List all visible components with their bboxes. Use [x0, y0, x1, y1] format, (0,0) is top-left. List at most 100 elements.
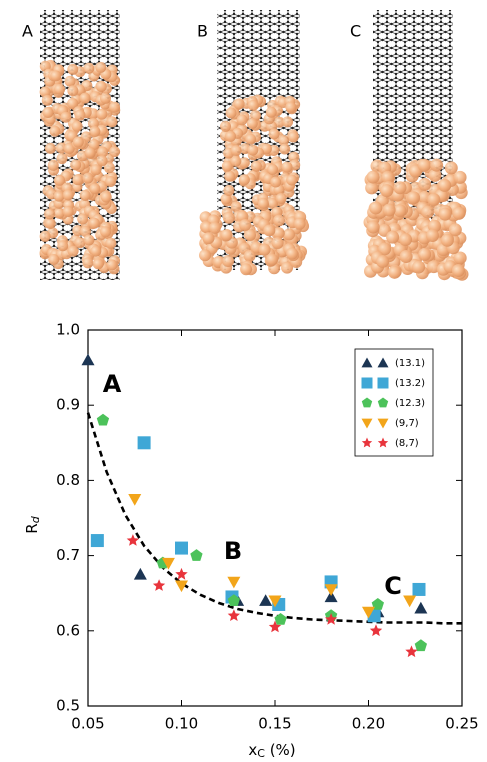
metal-atom: [279, 143, 291, 155]
metal-atom: [105, 176, 117, 188]
metal-atom: [74, 109, 86, 121]
metal-atom: [440, 233, 454, 247]
metal-atom: [266, 253, 279, 266]
y-tick-label: 1.0: [56, 321, 80, 339]
metal-atom: [273, 214, 286, 227]
data-point: [137, 436, 151, 450]
y-tick-label: 0.6: [56, 621, 80, 639]
nanotube-panels: A B C: [22, 10, 469, 281]
metal-atom: [220, 193, 232, 205]
metal-atom: [83, 62, 95, 74]
metal-atom: [365, 181, 379, 195]
metal-atom: [425, 228, 439, 242]
data-point: [371, 598, 384, 610]
metal-atom: [39, 86, 51, 98]
metal-atom: [247, 144, 259, 156]
metal-atom: [44, 208, 56, 220]
metal-atom: [67, 63, 79, 75]
data-point: [161, 557, 175, 570]
metal-atom: [55, 142, 67, 154]
data-point: [175, 541, 188, 555]
metal-atom: [105, 237, 117, 249]
x-axis-label-part: (%): [265, 741, 296, 759]
y-tick-label: 0.5: [56, 697, 80, 715]
data-point: [190, 549, 203, 561]
x-tick-label: 0.15: [258, 715, 291, 733]
metal-atom: [239, 219, 252, 232]
metal-atom: [366, 170, 380, 184]
legend-marker: [361, 377, 373, 389]
metal-atom: [282, 116, 294, 128]
metal-atom: [444, 161, 458, 175]
metal-atom: [57, 240, 69, 252]
metal-atom: [97, 146, 109, 158]
y-axis-label-part: R: [23, 523, 41, 533]
metal-atom: [418, 177, 432, 191]
metal-atom: [430, 158, 444, 172]
metal-atom: [71, 120, 83, 132]
metal-atom: [62, 189, 74, 201]
metal-atom: [238, 174, 250, 186]
data-point: [175, 567, 188, 580]
metal-atom: [417, 158, 431, 172]
x-axis-label-part: C: [257, 747, 265, 760]
metal-atom: [96, 155, 108, 167]
x-axis-label: xC (%): [248, 741, 295, 761]
metal-atom: [72, 136, 84, 148]
metal-atom: [265, 106, 277, 118]
legend-label: (12.3): [395, 398, 425, 409]
data-point: [274, 613, 287, 625]
legend-label: (13.1): [395, 358, 425, 369]
metal-atom: [199, 249, 212, 262]
metal-atom: [109, 146, 121, 158]
data-point: [324, 613, 338, 625]
metal-atom: [41, 94, 53, 106]
metal-atom: [67, 245, 79, 257]
metal-atom: [67, 85, 79, 97]
data-point: [175, 580, 188, 593]
metal-atom: [222, 255, 235, 268]
metal-atom: [238, 157, 250, 169]
metal-atom: [250, 160, 262, 172]
panel-label: A: [22, 22, 33, 41]
metal-atom: [84, 147, 96, 159]
metal-atom: [62, 206, 74, 218]
x-tick-label: 0.05: [71, 715, 104, 733]
data-point: [405, 645, 418, 658]
data-point: [259, 594, 273, 606]
legend-marker: [361, 397, 373, 408]
metal-atom: [388, 265, 402, 279]
y-tick-label: 0.7: [56, 546, 80, 564]
legend-label: (8,7): [395, 438, 419, 449]
data-point: [126, 534, 140, 546]
metal-atom: [286, 247, 299, 260]
metal-atom: [223, 185, 235, 197]
data-point: [268, 620, 282, 633]
metal-atom: [366, 220, 380, 234]
metal-atom: [106, 116, 118, 128]
legend-marker: [377, 397, 389, 408]
metal-atom: [49, 125, 61, 137]
metal-atom: [381, 170, 395, 184]
metal-atom: [399, 233, 413, 247]
metal-atom: [236, 114, 248, 126]
metal-atom: [74, 237, 86, 249]
metal-atom: [54, 174, 66, 186]
metal-atom: [453, 170, 467, 184]
metal-atom: [100, 226, 112, 238]
metal-atom: [448, 223, 462, 237]
metal-atom: [283, 228, 296, 241]
metal-atom: [393, 181, 407, 195]
metal-atom: [278, 134, 290, 146]
data-point: [268, 595, 282, 608]
data-point: [414, 601, 428, 614]
metal-atom: [100, 191, 112, 203]
data-point: [227, 594, 240, 606]
panel-label: B: [197, 22, 208, 41]
metal-atom: [230, 201, 242, 213]
x-tick-label: 0.20: [352, 715, 385, 733]
metal-atom: [72, 174, 84, 186]
metal-atom: [230, 145, 242, 157]
metal-atom: [453, 251, 467, 265]
metal-atom: [79, 92, 91, 104]
